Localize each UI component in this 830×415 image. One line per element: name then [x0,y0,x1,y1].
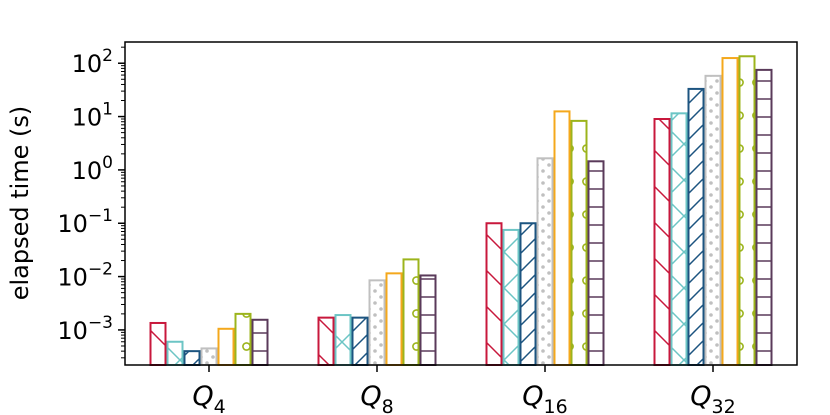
bar [149,321,167,366]
bar-hatch [184,351,200,365]
y-tick-label: 10−2 [57,260,113,292]
bar-hatch [756,69,772,365]
bar [251,318,269,366]
bar [553,110,571,366]
bar-hatch [654,119,670,365]
bar [502,228,520,366]
plot-frame [124,41,798,366]
bar [351,316,369,367]
bar-hatch [352,317,368,365]
x-tick-label: Q8 [360,381,393,415]
bar-hatch [588,161,604,365]
bar [519,222,537,366]
bar [704,74,722,367]
bar-hatch [167,341,183,365]
bar-hatch [201,348,217,365]
bar-hatch [688,88,704,366]
y-tick-label: 102 [72,46,113,78]
bar-hatch [739,56,755,366]
bar [485,222,503,366]
y-axis: 10−3 10−2 10−1 100 101 102 [57,46,125,359]
bar [755,68,773,367]
bar-hatch [150,322,166,365]
bar-hatch [705,75,721,366]
bar-hatch [537,158,553,365]
y-tick-label: 101 [72,100,113,132]
bar-hatch [503,229,519,365]
bar [166,340,184,366]
bar-background [554,111,570,365]
bar [670,112,688,366]
bar-hatch [235,313,251,365]
y-tick-label: 100 [72,153,113,185]
bar [317,316,335,367]
bar [536,157,554,366]
bar [385,272,403,366]
bar-hatch [486,223,502,365]
bar-hatch [571,120,587,366]
x-tick-label: Q4 [192,381,225,415]
y-tick-label: 10−3 [57,313,113,345]
bar-background [722,58,738,365]
bar [368,279,386,366]
bar-background [386,273,402,365]
y-tick-label: 10−1 [57,206,113,238]
bar [200,347,218,367]
bar-hatch [671,113,687,365]
bar [402,258,420,366]
bar-hatch [420,275,436,365]
bar [183,350,201,366]
y-axis-label: elapsed time (s) [6,106,34,301]
bar-hatch [403,259,419,365]
bar [738,55,756,367]
bar [570,119,588,367]
bar [419,274,437,367]
bar [217,327,235,367]
bars-layer [149,55,773,367]
x-tick-label: Q32 [690,381,735,415]
bar [653,118,671,366]
bar-hatch [369,280,385,365]
bar-background [218,328,234,365]
bar [234,312,252,367]
bar [587,160,605,366]
bar-hatch [252,319,268,365]
bar [334,314,352,366]
x-axis: Q4 Q8 Q16 Q32 [192,365,736,415]
bar-hatch [335,315,351,365]
bar [687,87,705,367]
bar-hatch [318,317,334,365]
x-tick-label: Q16 [522,381,567,415]
bar-hatch [520,223,536,365]
bar [721,57,739,366]
